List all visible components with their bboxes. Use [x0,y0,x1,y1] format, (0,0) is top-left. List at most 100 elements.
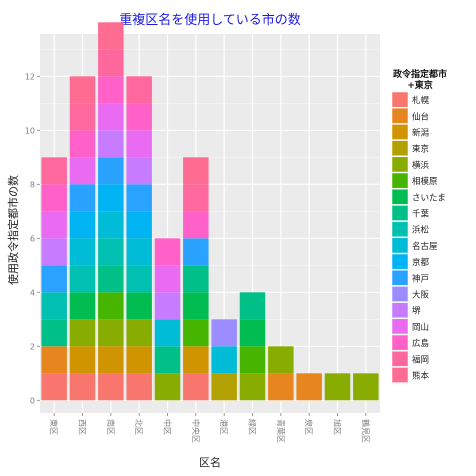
legend-label: 神戸 [412,273,429,284]
bar-segment [126,211,152,239]
x-tick-label: 泉区 [304,419,314,435]
x-tick-label: 緑区 [248,419,258,435]
legend-swatch [391,107,409,124]
y-tick-label: 12 [25,72,35,81]
bar-segment [41,184,67,212]
bar-segment [98,184,124,212]
bar-segment [98,76,124,104]
y-tick-label: 8 [30,180,35,189]
y-tick-label: 4 [30,288,35,297]
y-tick-label: 0 [30,396,35,405]
bar-segment [183,319,209,347]
legend-label: 新潟 [412,128,430,139]
bar-segment [41,292,67,320]
bar-segment [126,130,152,158]
legend-swatch [391,188,409,205]
bar-segment [183,211,209,239]
legend-label: 堺 [412,306,421,317]
bar-segment [239,346,266,374]
legend-label: 浜松 [412,225,430,236]
bar-segment [41,157,67,185]
bars-group [41,22,379,401]
x-tick-label: 港区 [219,419,229,435]
bar-segment [268,373,294,401]
bar-segment [268,346,294,374]
legend-label: 札幌 [412,95,430,106]
legend-title-line: +東京 [407,79,433,91]
bar-segment [69,130,96,158]
bar-segment [69,184,96,212]
x-tick-label: 中区 [163,419,173,435]
legend-label: 熊本 [412,371,430,382]
legend-label: 名古屋 [412,241,438,252]
bar-segment [154,238,181,266]
bar-segment [296,373,322,401]
y-tick-label: 6 [30,234,35,243]
x-tick-label: 南区 [106,419,116,435]
bar-segment [98,238,124,266]
bar-segment [41,346,67,374]
legend-label: 岡山 [412,322,429,333]
bar-segment [98,319,124,347]
bar-segment [69,265,96,293]
bar-segment [126,157,152,185]
chart-title: 重複区名を使用している市の数 [119,12,301,28]
legend-label: 仙台 [412,111,429,122]
bar-segment [183,184,209,212]
bar-segment [154,346,181,374]
bar-segment [154,265,181,293]
legend-label: 東京 [412,144,429,155]
y-axis-ticks: 0 2 4 6 8 10 12 [25,72,40,405]
legend-label: 広島 [412,338,430,349]
y-axis-title: 使用政令指定都市の数 [6,175,20,285]
bar-segment [239,373,266,401]
legend-label: 横浜 [412,160,430,171]
bar-segment [41,238,67,266]
legend-swatch [391,318,409,335]
bar-segment [239,292,266,320]
bar-segment [211,346,237,374]
y-tick-label: 2 [30,342,35,351]
bar-segment [98,49,124,77]
panel-background [40,34,380,413]
legend-swatch [391,221,409,238]
bar-segment [154,319,181,347]
bar-segment [69,373,96,401]
bar-segment [183,265,209,293]
bar-segment [98,211,124,239]
legend-label: 福岡 [412,354,429,365]
bar-segment [154,292,181,320]
bar-segment [69,238,96,266]
bar-segment [126,103,152,131]
bar-segment [69,292,96,320]
legend: 政令指定都市 +東京 札幌仙台新潟東京横浜相模原さいたま千葉浜松名古屋京都神戸大… [391,68,447,383]
bar-segment [98,103,124,131]
bar-segment [98,292,124,320]
bar-segment [183,346,209,374]
bar-segment [69,346,96,374]
x-tick-label: 青葉区 [276,419,286,443]
bar-segment [183,373,209,401]
legend-swatch [391,172,409,189]
bar-segment [126,346,152,374]
legend-swatch [391,156,409,173]
legend-swatch [391,367,409,383]
bar-segment [126,292,152,320]
bar-segment [183,238,209,266]
legend-swatch [391,334,409,351]
bar-segment [154,373,181,401]
bar-segment [211,319,237,347]
legend-swatch [391,124,409,140]
bar-segment [41,373,67,401]
bar-segment [69,76,96,104]
legend-title-line: 政令指定都市 [393,68,447,80]
bar-segment [69,211,96,239]
bar-segment [353,373,379,401]
x-tick-label: 北区 [134,419,143,435]
bar-segment [183,157,209,185]
y-tick-label: 10 [25,126,35,135]
x-tick-label: 西区 [78,419,87,435]
bar-segment [98,373,124,401]
bar-segment [211,373,237,401]
